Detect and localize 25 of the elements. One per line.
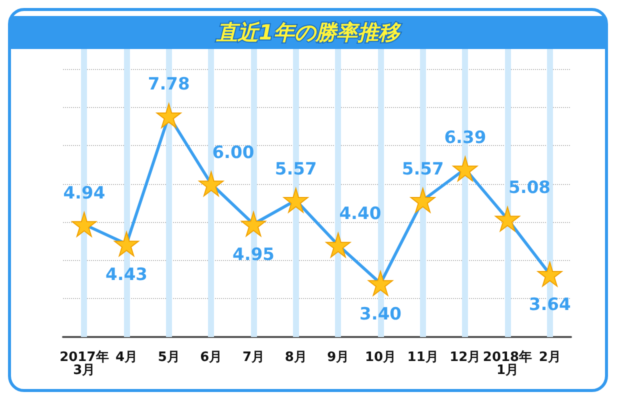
x-tick-label: 10月 [364,350,396,365]
x-tick-label: 12月 [450,350,481,365]
x-tick-label: 6月 [200,350,222,365]
data-label: 4.94 [63,183,106,204]
data-label: 6.39 [444,128,486,148]
x-tick-label: 8月 [284,350,307,365]
x-tick-label: 11月 [407,350,438,365]
data-label: 7.78 [148,74,190,95]
data-label: 3.64 [528,295,571,316]
data-label: 4.95 [232,245,274,266]
x-tick-label: 2018年 1月 [482,350,532,378]
chart-title: 直近1年の勝率推移 [216,20,402,44]
x-tick-label: 2月 [538,350,561,365]
data-label: 4.40 [339,204,382,224]
x-tick-label: 4月 [115,350,138,365]
data-label: 5.08 [508,178,550,198]
data-label: 3.40 [360,304,402,324]
data-label: 5.57 [402,159,444,180]
data-label: 5.57 [274,159,317,180]
x-tick-label: 9月 [327,350,350,365]
x-tick-label: 5月 [158,350,180,365]
data-label: 6.00 [212,142,254,163]
data-label: 4.43 [106,264,148,285]
x-tick-label: 7月 [242,350,265,365]
x-tick-label: 2017年 3月 [60,350,109,378]
